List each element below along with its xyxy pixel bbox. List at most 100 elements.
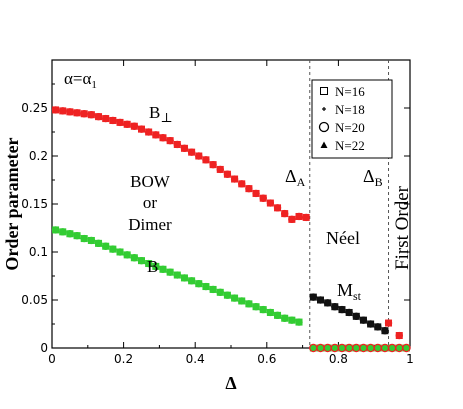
data-point-dot (152, 131, 160, 139)
data-point (180, 144, 189, 153)
data-point (359, 316, 368, 324)
x-tick-label: 0 (48, 352, 56, 366)
data-point (295, 212, 303, 221)
data-point-dot (252, 189, 260, 198)
data-point-dot (87, 236, 96, 245)
data-point-dot (309, 293, 318, 301)
y-tick-label: 0.15 (21, 197, 48, 211)
y-tick-label: 0.05 (21, 293, 48, 307)
data-point-dot (101, 114, 110, 123)
data-point-dot (144, 128, 153, 136)
data-point-dot (374, 323, 382, 331)
data-point (87, 236, 96, 245)
data-point-dot (51, 106, 60, 114)
legend: N=16 N=18 N=20 N=22 (311, 79, 393, 159)
delta-b-text: Δ (363, 166, 375, 186)
data-point (331, 303, 339, 311)
data-point-dot (273, 311, 282, 320)
data-point (223, 291, 232, 299)
data-point (94, 112, 103, 121)
data-point (345, 308, 353, 317)
x-axis-ticks: 0 0.2 0.4 0.6 0.8 1 (48, 60, 414, 366)
data-point-dot (359, 316, 368, 324)
data-point (202, 282, 210, 291)
data-point-dot (152, 262, 160, 271)
x-tick-label: 0.6 (257, 352, 276, 366)
data-point-dot (159, 134, 167, 142)
data-point (159, 134, 167, 142)
delta-a-label: ΔA (285, 166, 306, 189)
data-point-dot (173, 140, 182, 149)
data-point (384, 319, 393, 327)
data-point (302, 213, 310, 222)
legend-label: N=22 (335, 138, 365, 153)
legend-marker-circle (318, 121, 330, 133)
neel-label: Néel (326, 228, 360, 248)
data-point-dot (230, 175, 239, 183)
data-point (51, 226, 60, 234)
data-point (166, 136, 174, 145)
data-point (245, 300, 253, 308)
data-point (51, 106, 60, 114)
data-point (295, 318, 303, 326)
legend-label: N=18 (335, 102, 365, 117)
data-point (87, 111, 96, 119)
data-point (166, 268, 174, 276)
data-point-dot (66, 230, 74, 238)
data-point-dot (238, 297, 246, 305)
data-point-dot (238, 180, 246, 188)
data-point-dot (94, 112, 103, 121)
data-point-dot (259, 305, 267, 314)
legend-item: N=16 (320, 84, 365, 99)
data-point (59, 107, 67, 115)
data-point (288, 215, 296, 224)
data-point-dot (209, 160, 217, 169)
data-point-dot (266, 199, 275, 207)
legend-label: N=20 (335, 120, 365, 135)
data-point-dot (245, 184, 253, 193)
data-point (402, 343, 411, 353)
data-point (209, 160, 217, 169)
data-point (266, 199, 275, 207)
mst-text: M (337, 280, 353, 300)
dimer-label: Dimer (128, 215, 172, 234)
data-point-dot (137, 256, 146, 265)
data-points (51, 106, 411, 353)
data-point (230, 175, 239, 183)
legend-marker-triangle (320, 141, 328, 148)
data-point-dot (230, 294, 239, 302)
data-point-dot (109, 245, 117, 253)
data-point (223, 170, 232, 178)
data-point (273, 311, 282, 320)
data-point-dot (223, 170, 232, 178)
y-tick-label: 0.2 (29, 149, 48, 163)
y-axis-label: Order parameter (2, 137, 22, 270)
data-point-dot (288, 316, 296, 324)
data-point (209, 285, 217, 294)
data-point-dot (195, 152, 203, 160)
data-point-dot (180, 144, 189, 153)
data-point-dot (395, 331, 403, 340)
data-point-dot (345, 308, 353, 317)
data-point (144, 128, 153, 136)
data-point-dot (87, 111, 96, 119)
legend-marker-square (320, 87, 328, 95)
data-point-dot (73, 109, 81, 117)
delta-b-label: ΔB (363, 166, 383, 189)
data-point-dot (202, 282, 210, 291)
data-point (173, 271, 182, 279)
data-point-dot (173, 271, 182, 279)
data-point-dot (338, 305, 346, 314)
data-point-dot (59, 228, 67, 236)
data-point-dot (130, 254, 139, 262)
x-tick-label: 0.4 (186, 352, 205, 366)
data-point-dot (73, 231, 81, 240)
data-point-dot (245, 300, 253, 308)
delta-a-subscript: A (297, 175, 306, 189)
data-point (216, 288, 224, 297)
b-perp-label: B⊥ (149, 103, 173, 125)
data-point (202, 156, 210, 164)
data-point (195, 152, 203, 160)
y-axis-ticks: 0 0.05 0.1 0.15 0.2 0.25 (21, 83, 410, 355)
data-point (123, 120, 131, 129)
